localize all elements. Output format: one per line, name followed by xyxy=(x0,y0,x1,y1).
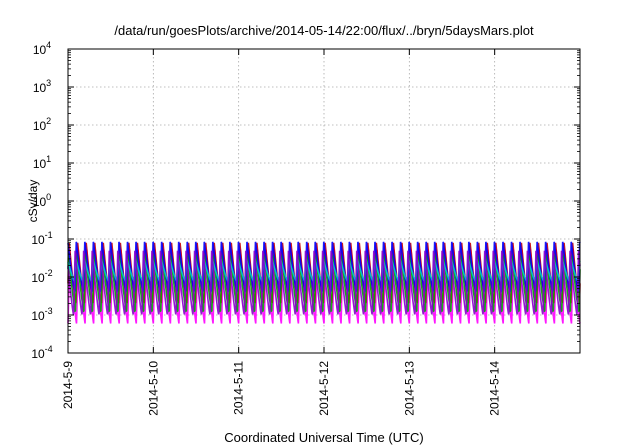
y-tick-label: 10-2 xyxy=(31,268,52,285)
x-tick-label: 2014-5-14 xyxy=(488,361,502,416)
y-tick-label: 102 xyxy=(33,116,51,133)
series-line xyxy=(67,249,581,324)
series-line xyxy=(67,250,581,315)
x-tick-label: 2014-5-11 xyxy=(232,361,246,415)
y-tick-label: 104 xyxy=(33,40,51,57)
y-axis-label: cSv/day xyxy=(26,180,40,223)
y-tick-label: 10-3 xyxy=(31,306,52,323)
y-tick-label: 103 xyxy=(33,78,51,95)
y-tick-label: 10-1 xyxy=(31,230,52,247)
x-axis-label: Coordinated Universal Time (UTC) xyxy=(224,430,423,445)
y-tick-label: 10-4 xyxy=(31,344,52,361)
chart-title: /data/run/goesPlots/archive/2014-05-14/2… xyxy=(114,23,534,38)
x-axis: 2014-5-9 2014-5-10 2014-5-11 2014-5-12 2014-… xyxy=(61,49,502,416)
x-tick-label: 2014-5-12 xyxy=(317,361,331,416)
x-tick-label: 2014-5-13 xyxy=(402,361,416,416)
series-line xyxy=(67,241,581,295)
x-tick-label: 2014-5-9 xyxy=(61,361,75,409)
x-tick-label: 2014-5-10 xyxy=(146,361,160,416)
y-tick-label: 101 xyxy=(33,154,51,171)
series-group xyxy=(67,241,581,324)
